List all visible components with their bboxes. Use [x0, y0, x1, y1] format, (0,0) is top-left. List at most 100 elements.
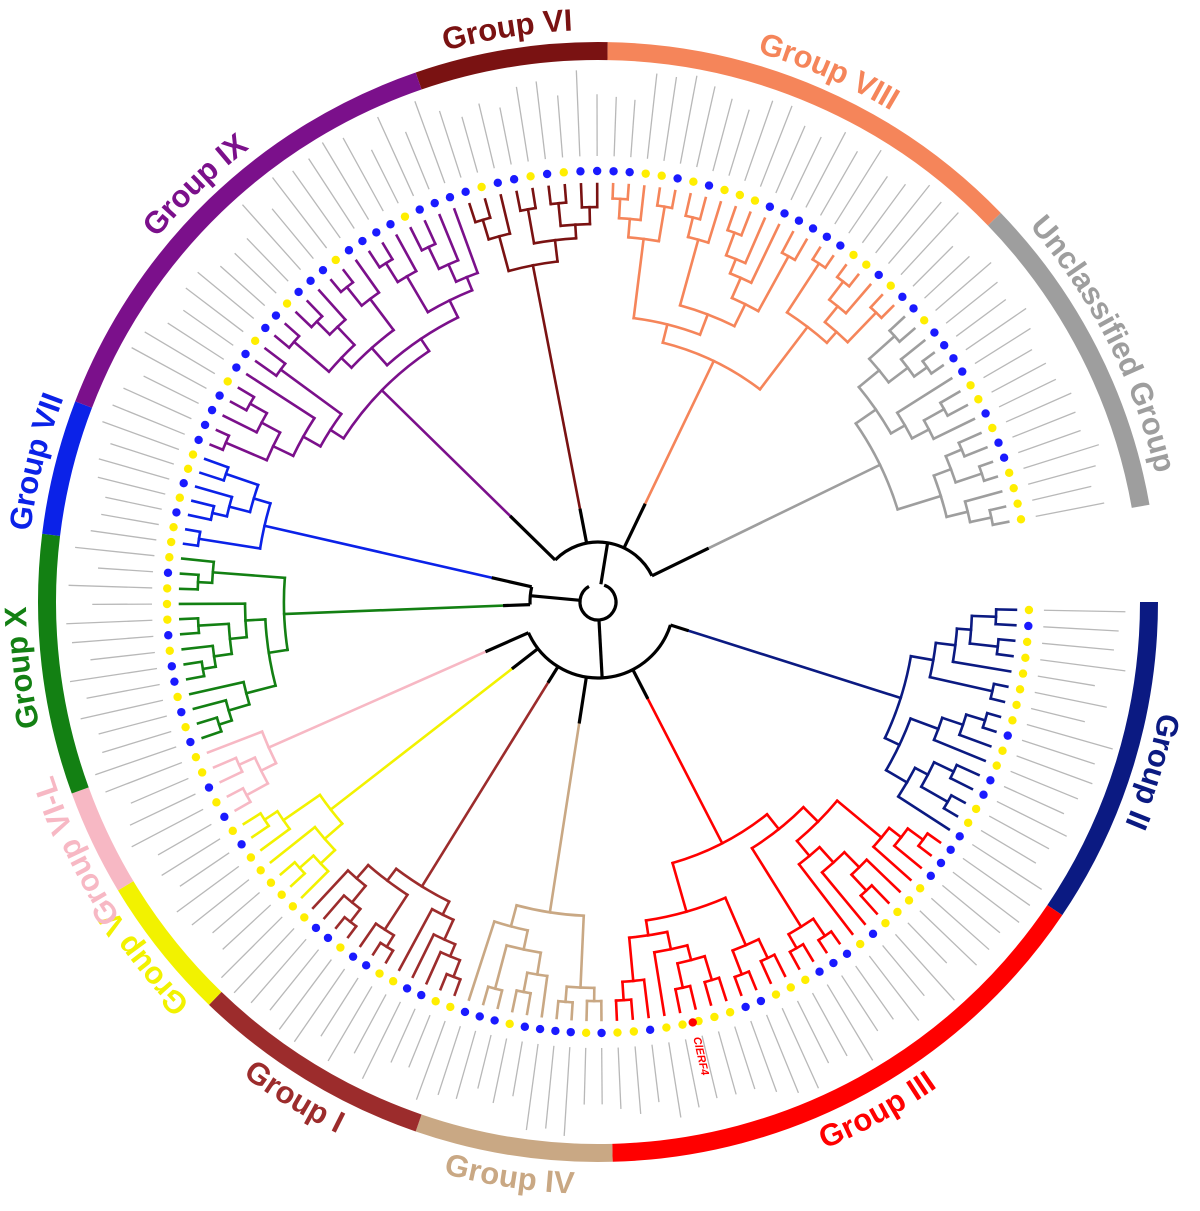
branch [747, 969, 758, 991]
leaf-dot [261, 323, 270, 333]
leaf-dot [886, 281, 895, 290]
branch [626, 183, 631, 201]
leaf-dot [874, 270, 883, 280]
leaf-label-mark [233, 927, 295, 994]
leaf-label-mark [408, 1014, 431, 1068]
branch [684, 192, 693, 218]
branch [673, 987, 682, 1014]
branch [367, 250, 382, 270]
branch [453, 977, 463, 997]
branch [348, 907, 363, 924]
leaf-dot [566, 1027, 575, 1037]
branch [884, 768, 909, 785]
branch [883, 736, 902, 747]
leaf-label-mark [512, 1041, 523, 1097]
leaf-dot [400, 212, 410, 221]
leaf-dot [207, 405, 217, 415]
branch [685, 943, 693, 962]
leaf-label-mark [499, 107, 512, 165]
group-stem [262, 524, 494, 580]
leaf-dot [1022, 637, 1032, 647]
leaf-dot [344, 246, 354, 255]
branch [526, 207, 536, 245]
leaf-label-mark [875, 184, 931, 254]
branch [426, 245, 441, 271]
branch [493, 943, 509, 991]
leaf-dot [979, 790, 988, 799]
backbone-branch [484, 631, 530, 654]
leaf-label-mark [535, 81, 547, 160]
branch [963, 490, 1003, 504]
leaf-label-mark [129, 793, 196, 826]
leaf-dot [288, 902, 298, 911]
group-label: Unclassified Group [1024, 208, 1183, 475]
leaf-label-mark [734, 1026, 756, 1090]
leaf-label-mark [191, 879, 250, 926]
group-ring [1047, 601, 1158, 916]
branch [932, 738, 987, 763]
branch [910, 427, 931, 441]
branch [617, 197, 622, 220]
branch [233, 800, 253, 813]
leaf-label-mark [952, 871, 1020, 923]
leaf-label-mark [868, 955, 920, 1021]
backbone-branch [651, 546, 710, 578]
branch [661, 322, 669, 345]
branch [858, 893, 879, 916]
leaf-label-mark [930, 897, 990, 951]
leaf-label-mark [996, 800, 1067, 837]
branch [227, 702, 251, 713]
branch [801, 942, 815, 963]
branch [706, 200, 723, 245]
leaf-dot [237, 840, 246, 849]
branch [934, 641, 957, 647]
leaf-label-mark [86, 683, 160, 699]
branch [919, 784, 950, 804]
branch [448, 942, 457, 959]
branch [629, 998, 635, 1020]
branch [341, 268, 355, 285]
leaf-label-mark [455, 1030, 477, 1099]
leaf-label-mark [437, 1026, 461, 1096]
branch [229, 400, 249, 413]
group-ring [38, 533, 89, 794]
leaf-label-mark [461, 116, 479, 173]
leaf-label-mark [941, 884, 1001, 934]
branch [765, 812, 781, 831]
branch [897, 326, 917, 344]
leaf-dot [794, 216, 804, 225]
branch [184, 527, 202, 534]
leaf-label-mark [882, 944, 925, 997]
leaf-label-mark [563, 1047, 571, 1136]
backbone-branch [491, 576, 533, 589]
leaf-dot [277, 890, 286, 899]
branch [446, 262, 458, 284]
leaf-dot [336, 943, 345, 952]
leaf-dot [165, 553, 174, 562]
branch [871, 844, 913, 882]
leaf-label-mark [679, 75, 698, 164]
branch [283, 322, 301, 338]
leaf-dot [179, 479, 188, 488]
leaf-dot [241, 349, 250, 359]
branch [345, 285, 364, 308]
leaf-label-mark [271, 177, 328, 249]
branch [940, 716, 965, 727]
leaf-label-mark [219, 265, 266, 307]
leaf-label-mark [811, 992, 848, 1057]
group-stem [531, 263, 582, 511]
leaf-dot [493, 178, 502, 188]
branch [382, 892, 410, 932]
leaf-dot [388, 977, 398, 986]
branch [970, 614, 998, 619]
branch [942, 806, 959, 818]
leaf-label-mark [404, 131, 430, 190]
leaf-label-mark [971, 843, 1043, 890]
group-ring [987, 212, 1150, 508]
leaf-label-mark [1034, 691, 1107, 708]
branch [953, 471, 984, 484]
branch [869, 883, 891, 905]
leaf-dot [212, 798, 221, 807]
branch [964, 712, 987, 722]
leaf-dot [165, 646, 174, 655]
